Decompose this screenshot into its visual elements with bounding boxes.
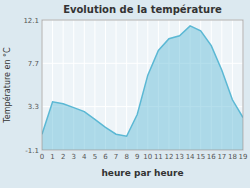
x-tick-label: 19 xyxy=(239,153,248,161)
x-tick-label: 10 xyxy=(143,153,152,161)
ticks: -1.13.37.712.101234567891011121314151617… xyxy=(23,17,247,162)
x-tick-label: 18 xyxy=(228,153,237,161)
y-tick-label: 3.3 xyxy=(28,103,39,111)
y-tick-label: 12.1 xyxy=(23,17,39,25)
x-tick-label: 15 xyxy=(196,153,205,161)
x-tick-label: 13 xyxy=(175,153,184,161)
title: Evolution de la température xyxy=(63,4,222,15)
frame xyxy=(42,20,243,150)
x-tick-label: 4 xyxy=(82,153,87,161)
plot-area xyxy=(42,20,243,150)
grid xyxy=(42,20,243,150)
y-axis-label: Température en °C xyxy=(2,47,12,124)
grid-line xyxy=(116,20,117,150)
x-tick-label: 14 xyxy=(186,153,195,161)
x-axis-label: heure par heure xyxy=(101,168,183,178)
data xyxy=(42,26,243,150)
x-tick-label: 16 xyxy=(207,153,216,161)
area xyxy=(42,26,243,150)
y-tick-label: 7.7 xyxy=(28,60,39,68)
x-tick-label: 1 xyxy=(50,153,54,161)
line xyxy=(42,26,243,136)
x-tick-label: 5 xyxy=(93,153,97,161)
x-tick-label: 9 xyxy=(135,153,139,161)
y-tick-label: -1.1 xyxy=(25,147,39,155)
x-tick-label: 17 xyxy=(217,153,226,161)
grid-line xyxy=(126,20,127,150)
x-tick-label: 6 xyxy=(103,153,108,161)
x-tick-label: 0 xyxy=(40,153,44,161)
x-tick-label: 2 xyxy=(61,153,65,161)
x-tick-label: 7 xyxy=(114,153,118,161)
x-tick-label: 11 xyxy=(154,153,163,161)
chart: -1.13.37.712.101234567891011121314151617… xyxy=(0,0,250,188)
x-tick-label: 8 xyxy=(124,153,128,161)
x-tick-label: 3 xyxy=(72,153,76,161)
x-tick-label: 12 xyxy=(164,153,173,161)
